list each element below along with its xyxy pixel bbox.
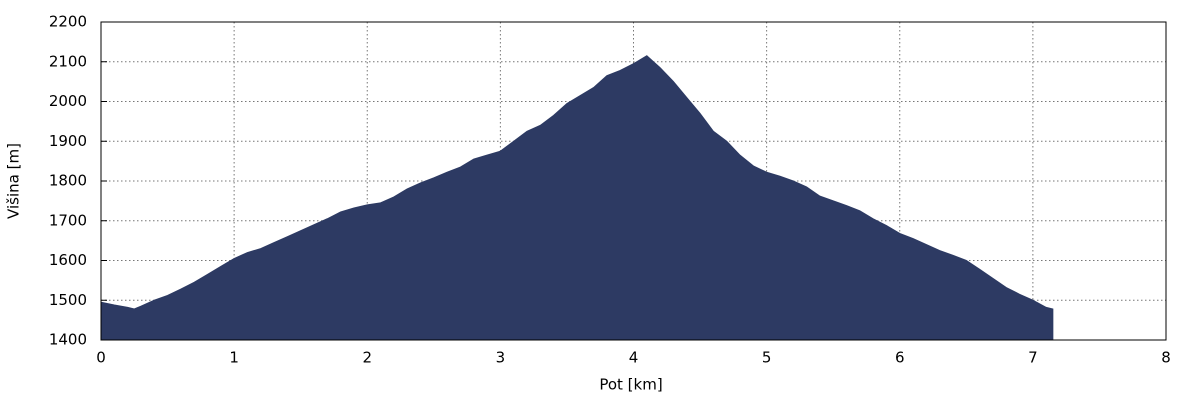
x-tick-label: 2: [362, 349, 372, 367]
y-tick-label: 2200: [49, 13, 87, 31]
x-tick-label: 0: [96, 349, 106, 367]
x-tick-label: 3: [496, 349, 506, 367]
y-tick-label: 2100: [49, 52, 87, 70]
plot-border: [100, 21, 1167, 341]
x-axis-label: Pot [km]: [599, 376, 662, 394]
y-tick-label: 1600: [49, 251, 87, 269]
elevation-area: [100, 55, 1054, 341]
x-tick-label: 1: [229, 349, 239, 367]
x-tick-label: 7: [1028, 349, 1038, 367]
y-tick-label: 2000: [49, 92, 87, 110]
x-tick-label: 4: [629, 349, 639, 367]
x-tick-label: 8: [1161, 349, 1171, 367]
x-tick-label: 5: [762, 349, 772, 367]
y-tick-label: 1900: [49, 132, 87, 150]
y-tick-label: 1800: [49, 172, 87, 190]
y-tick-label: 1500: [49, 291, 87, 309]
y-tick-label: 1400: [49, 331, 87, 349]
y-axis-label: Višina [m]: [5, 143, 23, 219]
x-tick-label: 6: [895, 349, 905, 367]
y-tick-label: 1700: [49, 211, 87, 229]
